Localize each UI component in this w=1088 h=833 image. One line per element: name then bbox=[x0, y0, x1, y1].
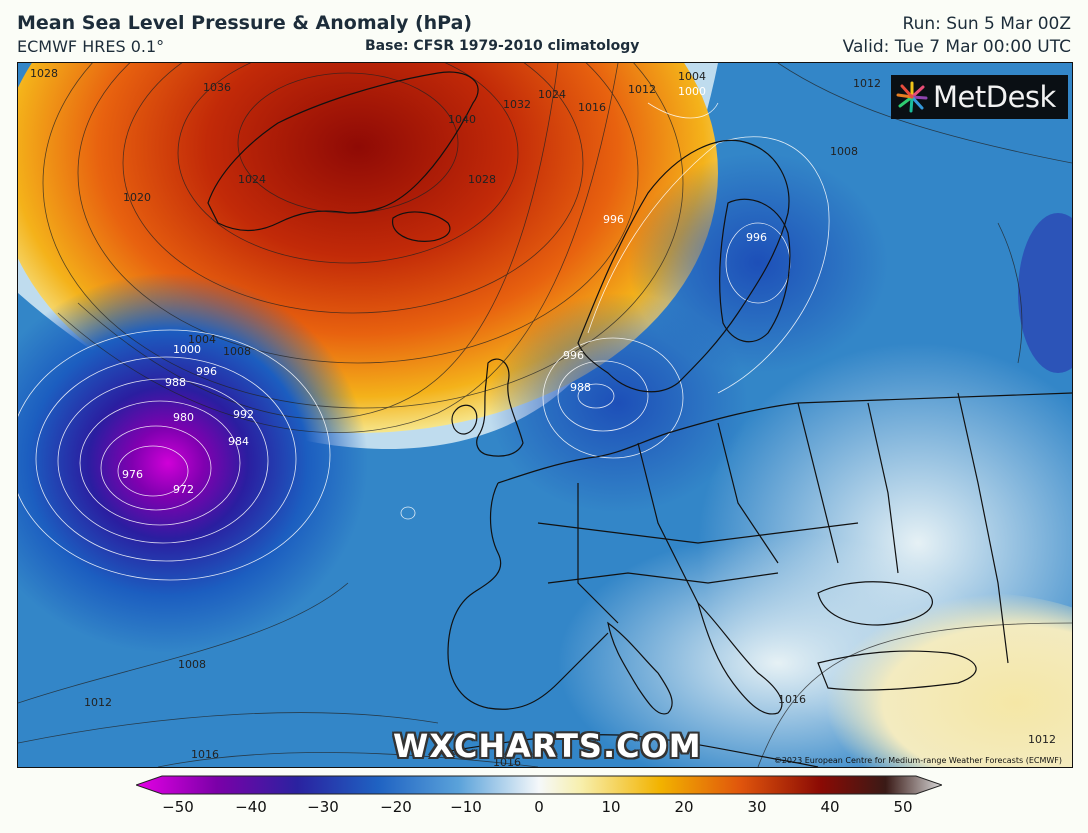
colorbar-tick: −20 bbox=[380, 798, 412, 816]
isobar-label: 984 bbox=[228, 435, 249, 448]
isobar-label: 996 bbox=[603, 213, 624, 226]
coastlines bbox=[207, 71, 1072, 767]
isobar-label: 1016 bbox=[578, 101, 606, 114]
isobar-label: 1020 bbox=[123, 191, 151, 204]
isobar-label: 1028 bbox=[30, 67, 58, 80]
isobar-label: 980 bbox=[173, 411, 194, 424]
map-canvas: 1028 1036 1024 1020 1040 1032 1028 1024 … bbox=[18, 63, 1072, 767]
isobar-label: 1016 bbox=[191, 748, 219, 761]
isobar-label: 996 bbox=[746, 231, 767, 244]
isobar-label: 972 bbox=[173, 483, 194, 496]
isobar-label: 1012 bbox=[1028, 733, 1056, 746]
colorbar bbox=[136, 775, 942, 795]
colorbar-scale bbox=[136, 775, 942, 795]
isobar-label: 1028 bbox=[468, 173, 496, 186]
isobar-label: 1004 bbox=[188, 333, 216, 346]
isobar-label: 1016 bbox=[778, 693, 806, 706]
isobar-label-group: 1028 1036 1024 1020 1040 1032 1028 1024 … bbox=[30, 67, 1056, 767]
pressure-anomaly-map: 1028 1036 1024 1020 1040 1032 1028 1024 … bbox=[17, 62, 1073, 768]
isobars-low bbox=[18, 102, 830, 581]
colorbar-tick: 50 bbox=[893, 798, 913, 816]
chart-title: Mean Sea Level Pressure & Anomaly (hPa) bbox=[17, 12, 473, 34]
wxcharts-watermark: WXCHARTS.COM bbox=[393, 727, 702, 765]
colorbar-tick: 40 bbox=[820, 798, 840, 816]
colorbar-tick: −50 bbox=[162, 798, 194, 816]
colorbar-tick: 0 bbox=[534, 798, 544, 816]
isobar-label: 996 bbox=[196, 365, 217, 378]
isobar-label: 976 bbox=[122, 468, 143, 481]
colorbar-tick: 30 bbox=[747, 798, 767, 816]
copyright-notice: ©2023 European Centre for Medium-range W… bbox=[773, 756, 1062, 765]
isobar-label: 1032 bbox=[503, 98, 531, 111]
metdesk-logo: MetDesk bbox=[891, 75, 1068, 119]
isobar-label: 1004 bbox=[678, 70, 706, 83]
valid-time: Valid: Tue 7 Mar 00:00 UTC bbox=[842, 37, 1071, 57]
isobar-label: 1040 bbox=[448, 113, 476, 126]
colorbar-tick: −30 bbox=[307, 798, 339, 816]
isobar-label: 988 bbox=[570, 381, 591, 394]
isobar-label: 1008 bbox=[178, 658, 206, 671]
base-climatology: Base: CFSR 1979-2010 climatology bbox=[365, 38, 640, 54]
colorbar-tick: −10 bbox=[450, 798, 482, 816]
metdesk-star-icon bbox=[896, 81, 928, 113]
isobar-label: 1024 bbox=[538, 88, 566, 101]
isobar-label: 992 bbox=[233, 408, 254, 421]
isobar-label: 1012 bbox=[853, 77, 881, 90]
colorbar-tick: 10 bbox=[601, 798, 621, 816]
isobar-label: 1008 bbox=[223, 345, 251, 358]
isobar-label: 996 bbox=[563, 349, 584, 362]
isobar-label: 1024 bbox=[238, 173, 266, 186]
colorbar-tick: 20 bbox=[674, 798, 694, 816]
colorbar-tick: −40 bbox=[235, 798, 267, 816]
metdesk-logo-text: MetDesk bbox=[933, 80, 1056, 114]
isobar-label: 1012 bbox=[628, 83, 656, 96]
run-time: Run: Sun 5 Mar 00Z bbox=[902, 14, 1071, 34]
isobar-label: 1008 bbox=[830, 145, 858, 158]
model-name: ECMWF HRES 0.1° bbox=[17, 37, 165, 56]
isobar-label: 1012 bbox=[84, 696, 112, 709]
isobar-label: 1016 bbox=[493, 756, 521, 767]
isobar-label: 1000 bbox=[678, 85, 706, 98]
isobar-label: 1000 bbox=[173, 343, 201, 356]
isobar-label: 988 bbox=[165, 376, 186, 389]
isobar-label: 1036 bbox=[203, 81, 231, 94]
